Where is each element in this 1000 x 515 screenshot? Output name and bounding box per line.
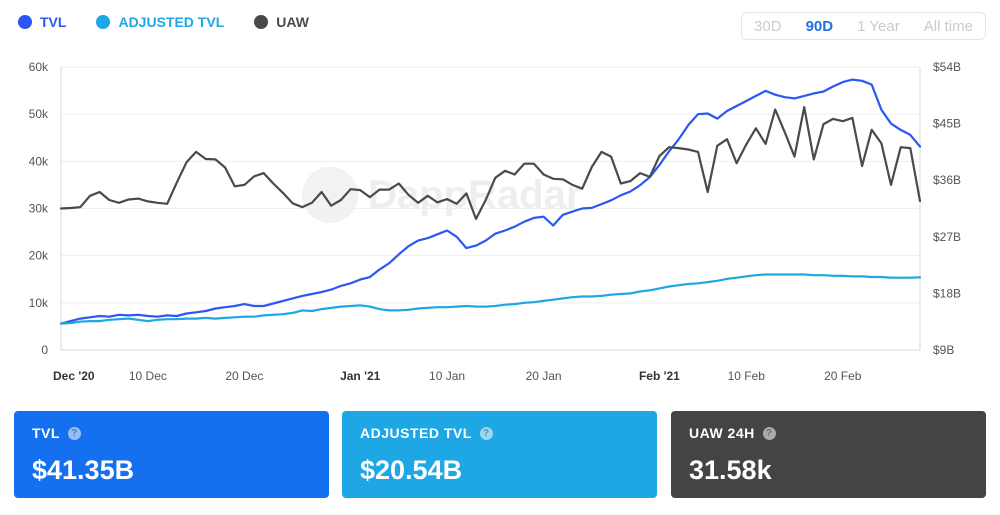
right-tick-label: $9B xyxy=(933,343,954,357)
adjusted-tvl-card: ADJUSTED TVL ? $20.54B xyxy=(342,411,657,498)
left-tick-label: 60k xyxy=(29,60,49,74)
x-tick-label: Feb '21 xyxy=(639,369,680,383)
x-tick-label: 20 Feb xyxy=(824,369,862,383)
left-tick-label: 20k xyxy=(29,249,49,263)
watermark: DappRadar xyxy=(302,167,581,223)
range-option-1-year[interactable]: 1 Year xyxy=(857,17,900,35)
uaw-24h-card: UAW 24H ? 31.58k xyxy=(671,411,986,498)
chart-series xyxy=(59,78,922,325)
adjusted-tvl-card-label: ADJUSTED TVL xyxy=(360,425,472,441)
right-tick-label: $27B xyxy=(933,230,961,244)
left-tick-label: 30k xyxy=(29,202,49,216)
adjusted-tvl-card-value: $20.54B xyxy=(360,455,463,485)
left-tick-label: 50k xyxy=(29,107,49,121)
time-range-selector: 30D 90D 1 Year All time xyxy=(741,12,986,40)
legend-label-tvl: TVL xyxy=(40,14,67,30)
right-tick-label: $36B xyxy=(933,173,961,187)
range-option-all-time[interactable]: All time xyxy=(923,17,973,35)
x-tick-label: 10 Dec xyxy=(129,369,167,383)
watermark-text: DappRadar xyxy=(368,172,582,217)
right-tick-label: $18B xyxy=(933,286,961,300)
legend-item-uaw[interactable]: UAW xyxy=(254,14,309,30)
range-option-90d[interactable]: 90D xyxy=(805,17,834,35)
help-icon[interactable]: ? xyxy=(762,426,776,440)
tvl-card-label: TVL xyxy=(32,425,60,441)
help-icon[interactable]: ? xyxy=(479,426,493,440)
uaw-24h-card-label: UAW 24H xyxy=(689,425,755,441)
left-tick-label: 0 xyxy=(41,343,48,357)
x-tick-label: 20 Dec xyxy=(225,369,263,383)
legend-dot-tvl xyxy=(18,15,32,29)
legend-item-tvl[interactable]: TVL xyxy=(18,14,66,30)
tvl-card: TVL ? $41.35B xyxy=(14,411,329,498)
right-tick-label: $45B xyxy=(933,117,961,131)
x-tick-label: 10 Jan xyxy=(429,369,465,383)
line-chart: 0 10k 20k 30k 40k 50k 60k $9B $18B $27B $36B $45B $5… xyxy=(29,60,961,383)
legend-dot-adjusted-tvl xyxy=(96,15,111,29)
range-option-30d[interactable]: 30D xyxy=(754,17,782,35)
left-tick-label: 40k xyxy=(29,154,49,168)
legend-dot-uaw xyxy=(254,15,269,29)
left-tick-label: 10k xyxy=(29,296,49,310)
chart-legend: TVL ADJUSTED TVL UAW xyxy=(18,14,309,30)
legend-item-adjusted-tvl[interactable]: ADJUSTED TVL xyxy=(96,14,224,30)
x-tick-label: 20 Jan xyxy=(526,369,562,383)
tvl-card-value: $41.35B xyxy=(32,455,135,485)
x-tick-label: Jan '21 xyxy=(340,369,381,383)
chart-tick-labels: 0 10k 20k 30k 40k 50k 60k $9B $18B $27B $36B $45B $5… xyxy=(29,60,961,383)
x-tick-label: 10 Feb xyxy=(728,369,766,383)
series-line-adjusted-tvl xyxy=(59,273,922,325)
uaw-24h-card-value: 31.58k xyxy=(689,455,772,485)
help-icon[interactable]: ? xyxy=(67,426,81,440)
dappradar-logo-icon xyxy=(302,167,358,223)
chart-grid xyxy=(61,66,920,351)
legend-label-adjusted-tvl: ADJUSTED TVL xyxy=(118,14,225,30)
x-tick-label: Dec '20 xyxy=(53,369,95,383)
series-line-tvl xyxy=(59,78,922,325)
legend-label-uaw: UAW xyxy=(276,14,309,30)
right-tick-label: $54B xyxy=(933,60,961,74)
series-line-uaw xyxy=(59,105,922,220)
